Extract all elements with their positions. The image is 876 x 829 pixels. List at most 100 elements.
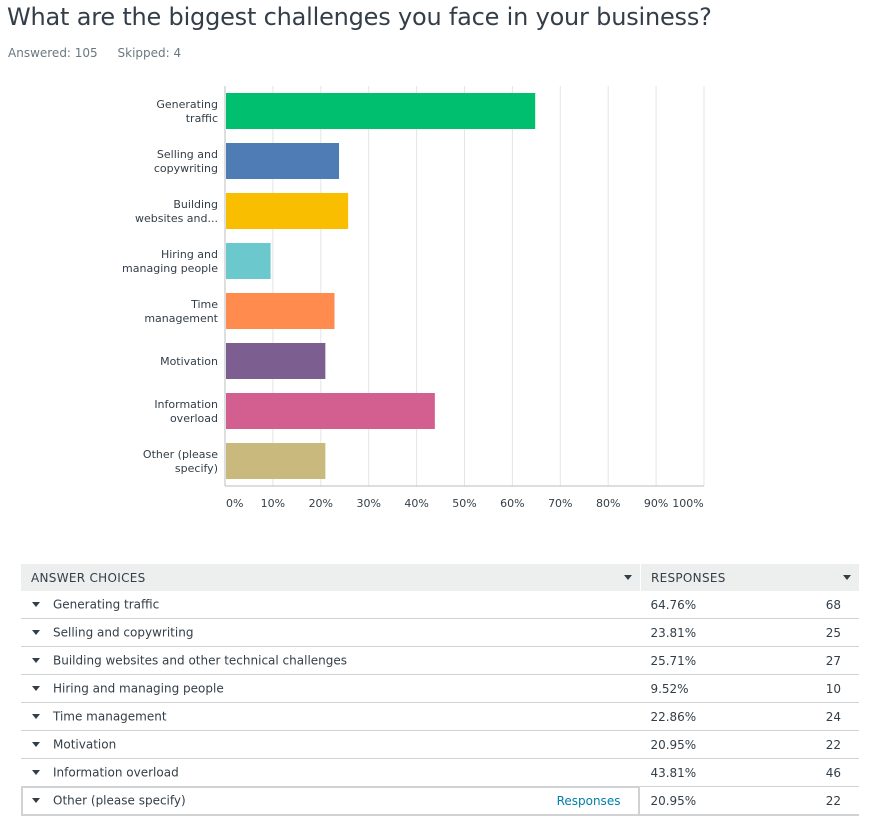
response-count: 25 bbox=[766, 618, 859, 647]
table-row: Other (please specify) Responses 20.95% 22 bbox=[21, 786, 859, 816]
sort-caret-icon[interactable] bbox=[843, 575, 851, 580]
bar[interactable] bbox=[226, 193, 349, 229]
question-title: What are the biggest challenges you face… bbox=[7, 3, 712, 31]
category-label: Building websites and... bbox=[135, 198, 218, 225]
category-label: Hiring and managing people bbox=[122, 248, 218, 275]
chart-bars bbox=[226, 93, 536, 479]
expand-caret-icon[interactable] bbox=[32, 686, 40, 692]
x-tick-label: 60% bbox=[500, 497, 524, 510]
bar[interactable] bbox=[226, 443, 326, 479]
category-label: Information overload bbox=[154, 398, 218, 425]
table-row: Selling and copywriting 23.81% 25 bbox=[21, 618, 859, 647]
table-row: Generating traffic 64.76% 68 bbox=[21, 591, 859, 619]
table-row: Building websites and other technical ch… bbox=[21, 646, 859, 675]
category-label-line: Generating bbox=[156, 98, 218, 111]
results-table: ANSWER CHOICES RESPONSES Generating traf… bbox=[21, 564, 859, 816]
response-percent: 20.95% bbox=[640, 786, 767, 816]
answer-choice-label: Generating traffic bbox=[53, 597, 160, 612]
x-tick-label: 0% bbox=[226, 497, 243, 510]
response-count: 27 bbox=[766, 646, 859, 675]
answer-choice-label: Information overload bbox=[53, 765, 179, 780]
response-count: 22 bbox=[766, 786, 859, 816]
expand-caret-icon[interactable] bbox=[32, 630, 40, 636]
table-row: Time management 22.86% 24 bbox=[21, 702, 859, 731]
x-tick-label: 80% bbox=[596, 497, 620, 510]
category-label: Selling and copywriting bbox=[154, 148, 218, 175]
answer-choice-cell: Hiring and managing people bbox=[21, 674, 641, 703]
response-percent: 25.71% bbox=[640, 646, 767, 675]
response-percent: 9.52% bbox=[640, 674, 767, 703]
category-label-line: traffic bbox=[186, 112, 218, 125]
chart-category-labels: Generating traffic Selling and copywriting B… bbox=[122, 98, 219, 475]
bar[interactable] bbox=[226, 243, 271, 279]
category-label-line: overload bbox=[170, 412, 218, 425]
category-label-line: Motivation bbox=[160, 355, 218, 368]
chart-x-tick-labels: 0% 10% 20% 30% 40% 50% 60% 70% 80% 90% 100% bbox=[226, 497, 704, 510]
response-count: 24 bbox=[766, 702, 859, 731]
answer-choice-cell: Selling and copywriting bbox=[21, 618, 641, 647]
category-label-line: websites and... bbox=[135, 212, 218, 225]
category-label-line: Selling and bbox=[157, 148, 218, 161]
answer-choices-header[interactable]: ANSWER CHOICES bbox=[21, 564, 641, 591]
x-tick-label: 100% bbox=[672, 497, 703, 510]
answer-choice-cell: Motivation bbox=[21, 730, 641, 759]
x-tick-label: 90% bbox=[644, 497, 668, 510]
expand-caret-icon[interactable] bbox=[32, 602, 40, 608]
category-label: Generating traffic bbox=[156, 98, 218, 125]
x-tick-label: 20% bbox=[309, 497, 333, 510]
answer-choice-label: Hiring and managing people bbox=[53, 681, 224, 696]
x-tick-label: 50% bbox=[452, 497, 476, 510]
expand-caret-icon[interactable] bbox=[32, 798, 40, 804]
answer-choice-cell: Generating traffic bbox=[21, 591, 641, 619]
expand-caret-icon[interactable] bbox=[32, 658, 40, 664]
x-tick-label: 10% bbox=[261, 497, 285, 510]
category-label: Time management bbox=[144, 298, 218, 325]
category-label-line: specify) bbox=[175, 462, 218, 475]
x-tick-label: 30% bbox=[356, 497, 380, 510]
x-tick-label: 70% bbox=[548, 497, 572, 510]
category-label-line: Other (please bbox=[143, 448, 218, 461]
category-label-line: management bbox=[144, 312, 218, 325]
skipped-count: Skipped: 4 bbox=[117, 46, 182, 60]
question-stats: Answered: 105 Skipped: 4 bbox=[8, 46, 197, 60]
category-label-line: Time bbox=[190, 298, 218, 311]
answer-choice-label: Selling and copywriting bbox=[53, 625, 194, 640]
bar[interactable] bbox=[226, 93, 536, 129]
category-label: Motivation bbox=[160, 355, 218, 368]
response-count: 68 bbox=[766, 591, 859, 619]
responses-header[interactable]: RESPONSES bbox=[639, 564, 859, 591]
expand-caret-icon[interactable] bbox=[32, 742, 40, 748]
expand-caret-icon[interactable] bbox=[32, 714, 40, 720]
bar[interactable] bbox=[226, 393, 435, 429]
response-percent: 22.86% bbox=[640, 702, 767, 731]
responses-link[interactable]: Responses bbox=[556, 794, 621, 808]
response-count: 22 bbox=[766, 730, 859, 759]
answer-choice-label: Motivation bbox=[53, 737, 117, 752]
category-label-line: Hiring and bbox=[161, 248, 218, 261]
bar-chart: Generating traffic Selling and copywriting B… bbox=[122, 86, 705, 510]
answer-choice-cell: Other (please specify) Responses bbox=[21, 786, 641, 816]
answer-choice-label: Building websites and other technical ch… bbox=[53, 653, 348, 668]
answered-count: Answered: 105 bbox=[8, 46, 98, 60]
bar[interactable] bbox=[226, 143, 340, 179]
responses-header-label: RESPONSES bbox=[650, 570, 726, 585]
category-label-line: Building bbox=[173, 198, 218, 211]
response-count: 10 bbox=[766, 674, 859, 703]
sort-caret-icon[interactable] bbox=[623, 575, 632, 580]
response-percent: 23.81% bbox=[640, 618, 767, 647]
response-count: 46 bbox=[766, 758, 859, 787]
expand-caret-icon[interactable] bbox=[32, 770, 40, 776]
x-tick-label: 40% bbox=[404, 497, 428, 510]
category-label-line: copywriting bbox=[154, 162, 218, 175]
table-row: Motivation 20.95% 22 bbox=[21, 730, 859, 759]
response-percent: 43.81% bbox=[640, 758, 767, 787]
category-label: Other (please specify) bbox=[143, 448, 218, 475]
table-row: Information overload 43.81% 46 bbox=[21, 758, 859, 787]
answer-choice-cell: Time management bbox=[21, 702, 641, 731]
answer-choice-cell: Information overload bbox=[21, 758, 641, 787]
bar[interactable] bbox=[226, 293, 335, 329]
table-row: Hiring and managing people 9.52% 10 bbox=[21, 674, 859, 703]
answer-choice-label: Other (please specify) bbox=[53, 793, 186, 808]
bar[interactable] bbox=[226, 343, 326, 379]
answer-choice-cell: Building websites and other technical ch… bbox=[21, 646, 641, 675]
